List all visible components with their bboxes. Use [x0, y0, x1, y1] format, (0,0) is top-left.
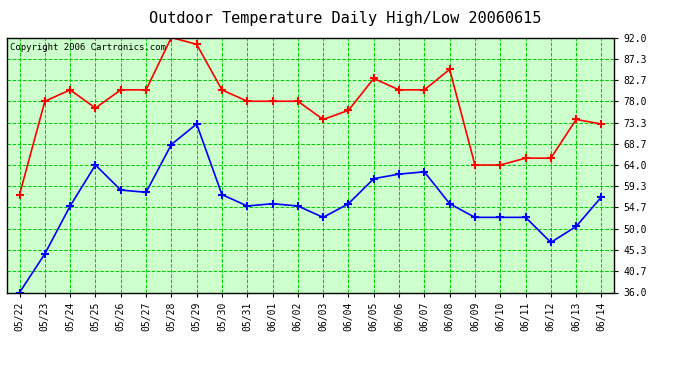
Text: Copyright 2006 Cartronics.com: Copyright 2006 Cartronics.com	[10, 43, 166, 52]
Text: Outdoor Temperature Daily High/Low 20060615: Outdoor Temperature Daily High/Low 20060…	[149, 11, 541, 26]
